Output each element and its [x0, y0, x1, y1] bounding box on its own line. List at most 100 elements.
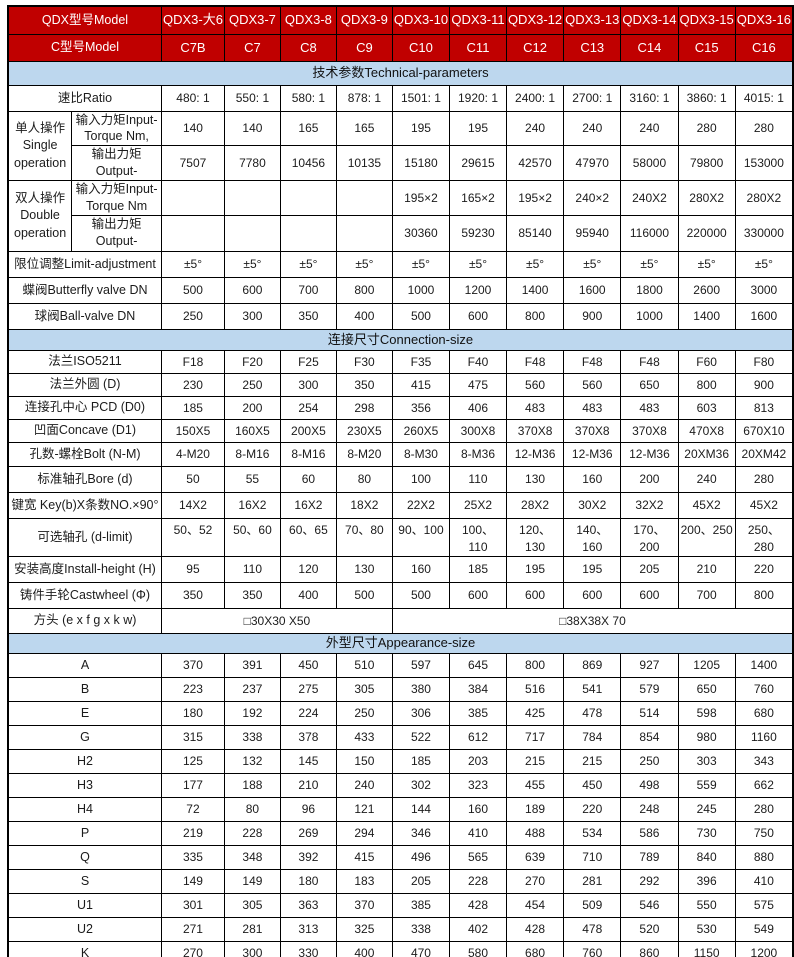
row-label: K: [7, 940, 162, 957]
value-cell: 281: [563, 868, 622, 894]
value-cell: 509: [563, 892, 622, 918]
value-cell: [335, 180, 393, 216]
value-cell: 90、100: [391, 517, 451, 557]
value-cell: 150: [335, 748, 393, 774]
value-cell: 250、 280: [734, 517, 794, 557]
value-cell: 597: [391, 652, 451, 678]
value-cell: ±5°: [391, 250, 451, 278]
value-cell: 428: [505, 916, 565, 942]
value-cell: ±5°: [279, 250, 337, 278]
value-cell: F20: [223, 349, 281, 374]
page: QDX型号Model QDX3-大6 QDX3-7 QDX3-8 QDX3-9 QDX3-…: [0, 5, 794, 957]
value-cell: ±5°: [734, 250, 794, 278]
value-cell: 240: [677, 465, 736, 493]
row-label: U2: [7, 916, 162, 942]
value-cell: 500: [391, 581, 451, 609]
value-cell: 195×2: [505, 180, 565, 216]
table-row: B 223 237 275 305 380 384 516 541 579 650 760: [7, 676, 794, 702]
table-row: 标准轴孔Bore (d) 50 55 60 80 100 110 130 160 200 240 28…: [7, 465, 794, 493]
value-cell: 1160: [734, 724, 794, 750]
value-cell: 185: [160, 395, 225, 420]
value-cell: ±5°: [505, 250, 565, 278]
value-cell: 880: [734, 844, 794, 870]
value-cell: 120、 130: [505, 517, 565, 557]
value-cell: 639: [505, 844, 565, 870]
value-cell: ±5°: [563, 250, 622, 278]
model-header-cell: QDX3-9: [335, 5, 393, 35]
section-header: 技术参数Technical-parameters: [7, 60, 794, 86]
value-cell: 546: [620, 892, 679, 918]
value-cell: 15180: [391, 145, 451, 181]
value-cell: 406: [449, 395, 507, 420]
value-cell: 298: [335, 395, 393, 420]
value-cell: 223: [160, 676, 225, 702]
value-cell: 488: [505, 820, 565, 846]
row-label: 法兰外圆 (D): [7, 372, 162, 397]
model-header-cell: QDX3-15: [677, 5, 736, 35]
value-cell: 58000: [620, 145, 679, 181]
value-cell: 900: [563, 302, 622, 330]
value-cell: 10456: [279, 145, 337, 181]
value-cell: 400: [279, 581, 337, 609]
value-cell: 2700: 1: [563, 84, 622, 112]
value-cell: 95940: [563, 214, 622, 252]
table-row: H3 177 188 210 240 302 323 455 450 498 559 662: [7, 772, 794, 798]
value-cell: 60: [279, 465, 337, 493]
value-cell: 454: [505, 892, 565, 918]
row-label: 标准轴孔Bore (d): [7, 465, 162, 493]
value-cell: 450: [563, 772, 622, 798]
value-cell: 1400: [734, 652, 794, 678]
value-cell: 530: [677, 916, 736, 942]
value-cell: 348: [223, 844, 281, 870]
value-cell: 498: [620, 772, 679, 798]
value-cell: 3160: 1: [620, 84, 679, 112]
value-cell: 510: [335, 652, 393, 678]
value-cell: 8-M30: [391, 441, 451, 467]
value-cell: 192: [223, 700, 281, 726]
table-row: 法兰外圆 (D) 230 250 300 350 415 475 560 560 650 800 90…: [7, 372, 794, 397]
value-cell: 760: [734, 676, 794, 702]
model-header-cell: QDX3-16: [734, 5, 794, 35]
group-label: 双人操作 Double operation: [7, 180, 73, 252]
table-row: 限位调整Limit-adjustment ±5° ±5° ±5° ±5° ±5° ±5° ±5…: [7, 250, 794, 278]
row-label: P: [7, 820, 162, 846]
table-row: P 219 228 269 294 346 410 488 534 586 730 750: [7, 820, 794, 846]
value-cell: 260X5: [391, 418, 451, 443]
value-cell: 302: [391, 772, 451, 798]
spec-table: QDX型号Model QDX3-大6 QDX3-7 QDX3-8 QDX3-9 QDX3-…: [7, 5, 794, 957]
table-row: E 180 192 224 250 306 385 425 478 514 598 680: [7, 700, 794, 726]
value-cell: 480: 1: [160, 84, 225, 112]
value-cell: 391: [223, 652, 281, 678]
table-row: 铸件手轮Castwheel (Φ) 350 350 400 500 500 600 600 60…: [7, 581, 794, 609]
table-row: 球阀Ball-valve DN 250 300 350 400 500 600 800 900 1…: [7, 302, 794, 330]
value-cell: 549: [734, 916, 794, 942]
value-cell: 670X10: [734, 418, 794, 443]
value-cell: 70、80: [335, 517, 393, 557]
table-row: 单人操作 Single operation 输入力矩Input- Torque Nm, 1…: [7, 110, 794, 181]
value-cell: 100: [391, 465, 451, 493]
value-cell: 2600: [677, 276, 736, 304]
table-row: U1 301 305 363 370 385 428 454 509 546 550 575: [7, 892, 794, 918]
value-cell: 160: [391, 555, 451, 583]
value-cell: 72: [160, 796, 225, 822]
row-label: G: [7, 724, 162, 750]
value-cell: 789: [620, 844, 679, 870]
value-cell: 294: [335, 820, 393, 846]
value-cell: 59230: [449, 214, 507, 252]
value-cell: [160, 214, 225, 252]
value-cell: 230X5: [335, 418, 393, 443]
table-row: H4 72 80 96 121 144 160 189 220 248 245 280: [7, 796, 794, 822]
table-row: 方头 (e x f g x k w) □30X30 X50 □38X38X 70: [7, 607, 794, 634]
value-cell: 269: [279, 820, 337, 846]
row-label: 键宽 Key(b)X条数NO.×90°: [7, 491, 162, 519]
model-header-cell: QDX3-12: [505, 5, 565, 35]
value-cell: 600: [223, 276, 281, 304]
value-cell: 80: [335, 465, 393, 493]
value-cell: 335: [160, 844, 225, 870]
row-label: H3: [7, 772, 162, 798]
value-cell: 8-M36: [449, 441, 507, 467]
model-header-cell: C13: [563, 33, 622, 62]
value-cell: 20XM36: [677, 441, 736, 467]
row-label: A: [7, 652, 162, 678]
value-cell: 603: [677, 395, 736, 420]
